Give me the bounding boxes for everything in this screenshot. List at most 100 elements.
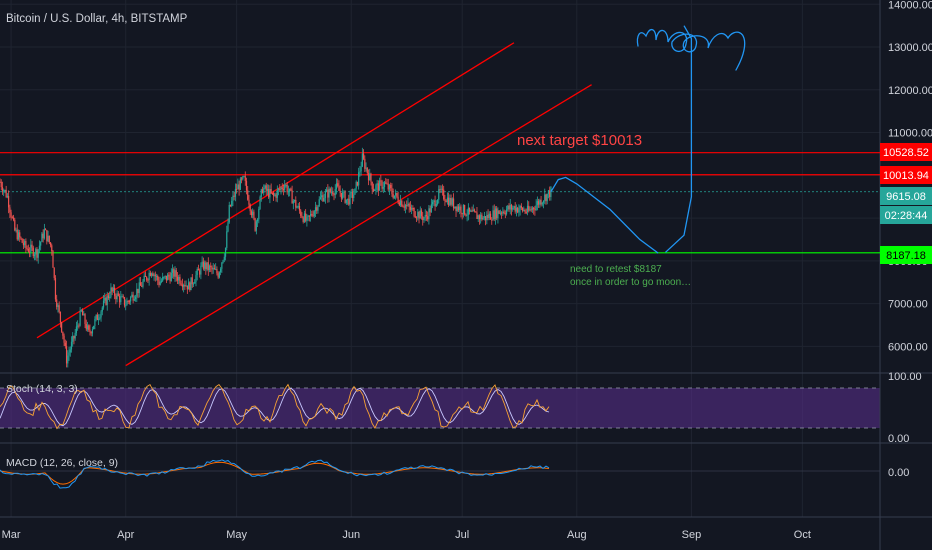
- candle-body: [502, 211, 504, 214]
- candle-body: [286, 184, 288, 193]
- candle-body: [218, 272, 220, 278]
- candle-body: [428, 208, 430, 220]
- candle-body: [227, 222, 229, 232]
- candle-body: [309, 213, 312, 217]
- candle-body: [459, 206, 461, 211]
- candle-body: [57, 305, 59, 307]
- candle-body: [11, 217, 13, 219]
- candle-body: [174, 270, 176, 277]
- candle-body: [220, 268, 222, 273]
- candle-body: [69, 349, 71, 353]
- candle-body: [115, 295, 117, 300]
- candle-body: [323, 197, 325, 202]
- candle-body: [422, 216, 424, 221]
- candle-body: [353, 194, 355, 199]
- candle-body: [5, 189, 7, 198]
- candle-body: [47, 235, 49, 242]
- candle-body: [537, 201, 540, 205]
- candle-body: [48, 235, 50, 243]
- candle-body: [318, 199, 320, 206]
- projection-path: [550, 176, 659, 254]
- candle-body: [22, 242, 25, 246]
- candle-body: [462, 205, 465, 215]
- candle-body: [132, 294, 134, 301]
- candle-body: [472, 209, 474, 212]
- price-tick-label: 13000.00: [888, 42, 932, 54]
- candle-body: [86, 325, 89, 330]
- candle-body: [274, 194, 276, 196]
- candle-body: [369, 173, 371, 181]
- candle-body: [296, 207, 298, 209]
- candle-body: [88, 325, 90, 330]
- candle-body: [27, 249, 29, 252]
- candle-body: [291, 190, 293, 204]
- candle-body: [367, 173, 370, 181]
- tag-upper-resistance-text: 10528.52: [883, 147, 929, 159]
- candle-body: [67, 355, 69, 364]
- candle-body: [144, 275, 147, 277]
- candle-body: [97, 318, 100, 320]
- candle-body: [180, 283, 182, 285]
- candle-body: [488, 213, 490, 219]
- candle-body: [191, 277, 193, 285]
- candle-body: [530, 209, 532, 211]
- candle-body: [231, 200, 233, 207]
- candle-body: [292, 200, 294, 204]
- candle-body: [112, 287, 114, 291]
- candle-body: [385, 182, 387, 184]
- candle-body: [167, 274, 169, 281]
- retest-note-line1: need to retest $8187: [570, 264, 662, 275]
- candle-body: [248, 199, 250, 205]
- time-axis[interactable]: Mar Apr May Jun Jul Aug Sep Oct: [2, 529, 811, 541]
- candle-body: [443, 189, 445, 200]
- candle-body: [139, 282, 142, 286]
- candle-body: [239, 178, 241, 190]
- candle-body: [78, 325, 80, 327]
- candle-body: [413, 207, 415, 217]
- candle-body: [319, 197, 322, 200]
- candle-body: [110, 287, 112, 297]
- candle-body: [282, 189, 285, 191]
- candle-body: [62, 331, 64, 336]
- candle-body: [99, 317, 101, 319]
- candle-body: [519, 206, 521, 210]
- candle-body: [30, 244, 32, 252]
- candle-body: [365, 167, 367, 169]
- candle-body: [238, 184, 240, 190]
- macd-tick-0: 0.00: [888, 467, 909, 479]
- candle-body: [201, 261, 203, 266]
- candle-body: [541, 202, 543, 205]
- candle-body: [260, 189, 262, 197]
- candle-body: [465, 214, 467, 216]
- candle-body: [253, 211, 255, 219]
- candle-body: [31, 244, 33, 248]
- candle-body: [216, 269, 218, 274]
- candle-body: [483, 216, 485, 218]
- candle-body: [63, 335, 65, 343]
- candle-body: [269, 189, 271, 198]
- candle-body: [518, 209, 520, 213]
- candle-body: [53, 267, 55, 278]
- candle-body: [194, 282, 196, 284]
- price-tick-label: 7000.00: [888, 299, 928, 311]
- candle-body: [531, 207, 534, 210]
- candle-body: [28, 251, 31, 253]
- candle-body: [126, 300, 128, 306]
- moon-scribble: [636, 29, 746, 71]
- candle-body: [321, 195, 323, 198]
- candle-body: [307, 215, 309, 217]
- candle-body: [496, 208, 498, 219]
- candle-body: [101, 307, 103, 312]
- candle-body: [157, 276, 159, 281]
- candle-body: [491, 219, 493, 221]
- candle-body: [226, 231, 228, 248]
- candle-body: [181, 284, 184, 287]
- candle-body: [338, 186, 340, 191]
- candle-body: [487, 214, 489, 219]
- candle-body: [52, 250, 54, 268]
- candle-body: [96, 314, 98, 320]
- candle-body: [171, 269, 174, 273]
- candle-body: [332, 191, 334, 195]
- candle-body: [280, 187, 282, 190]
